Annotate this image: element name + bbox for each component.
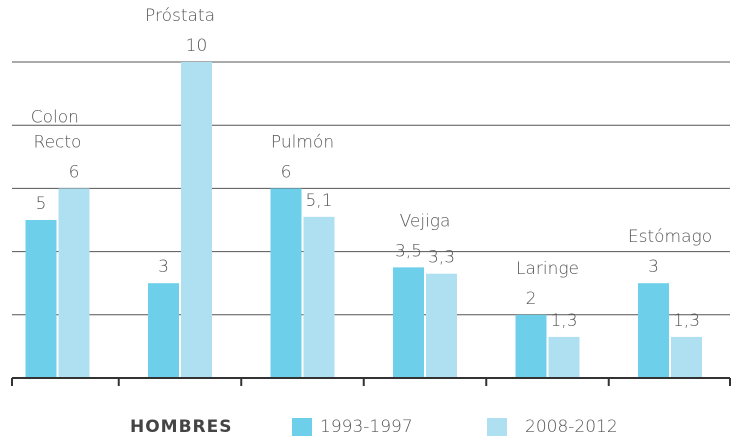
- data-label: 1,3: [673, 311, 700, 331]
- category-label: Colon Recto: [31, 107, 85, 152]
- category-label: Estómago: [628, 227, 712, 247]
- bar: [58, 188, 90, 378]
- data-label: 3,5: [395, 241, 422, 261]
- bar: [25, 220, 57, 378]
- category-label: Laringe: [516, 259, 579, 279]
- data-label: 6: [281, 162, 292, 182]
- data-label: 3: [648, 257, 659, 277]
- bar: [548, 336, 580, 378]
- data-label: 1,3: [550, 311, 577, 331]
- legend-swatch: [292, 418, 312, 436]
- bar: [148, 283, 179, 378]
- data-label: 5,1: [305, 191, 332, 211]
- bar: [181, 62, 212, 378]
- bar: [426, 273, 457, 378]
- legend-label: 1993-1997: [320, 417, 413, 437]
- legend-title: HOMBRES: [130, 417, 233, 437]
- data-label: 5: [36, 194, 47, 214]
- legend-label: 2008-2012: [525, 417, 618, 437]
- legend-swatch: [487, 418, 507, 436]
- bar: [515, 314, 547, 378]
- data-label: 3: [158, 257, 169, 277]
- bar: [303, 216, 335, 378]
- bar: [671, 336, 702, 378]
- bar: [270, 188, 302, 378]
- data-label: 6: [69, 162, 80, 182]
- data-label: 3,3: [428, 248, 455, 268]
- category-label: Pulmón: [271, 132, 334, 152]
- data-label: 10: [186, 36, 208, 56]
- bar: [393, 267, 424, 378]
- data-label: 2: [526, 289, 537, 309]
- category-label: Vejiga: [400, 211, 451, 231]
- category-label: Próstata: [145, 6, 215, 26]
- bar: [638, 283, 669, 378]
